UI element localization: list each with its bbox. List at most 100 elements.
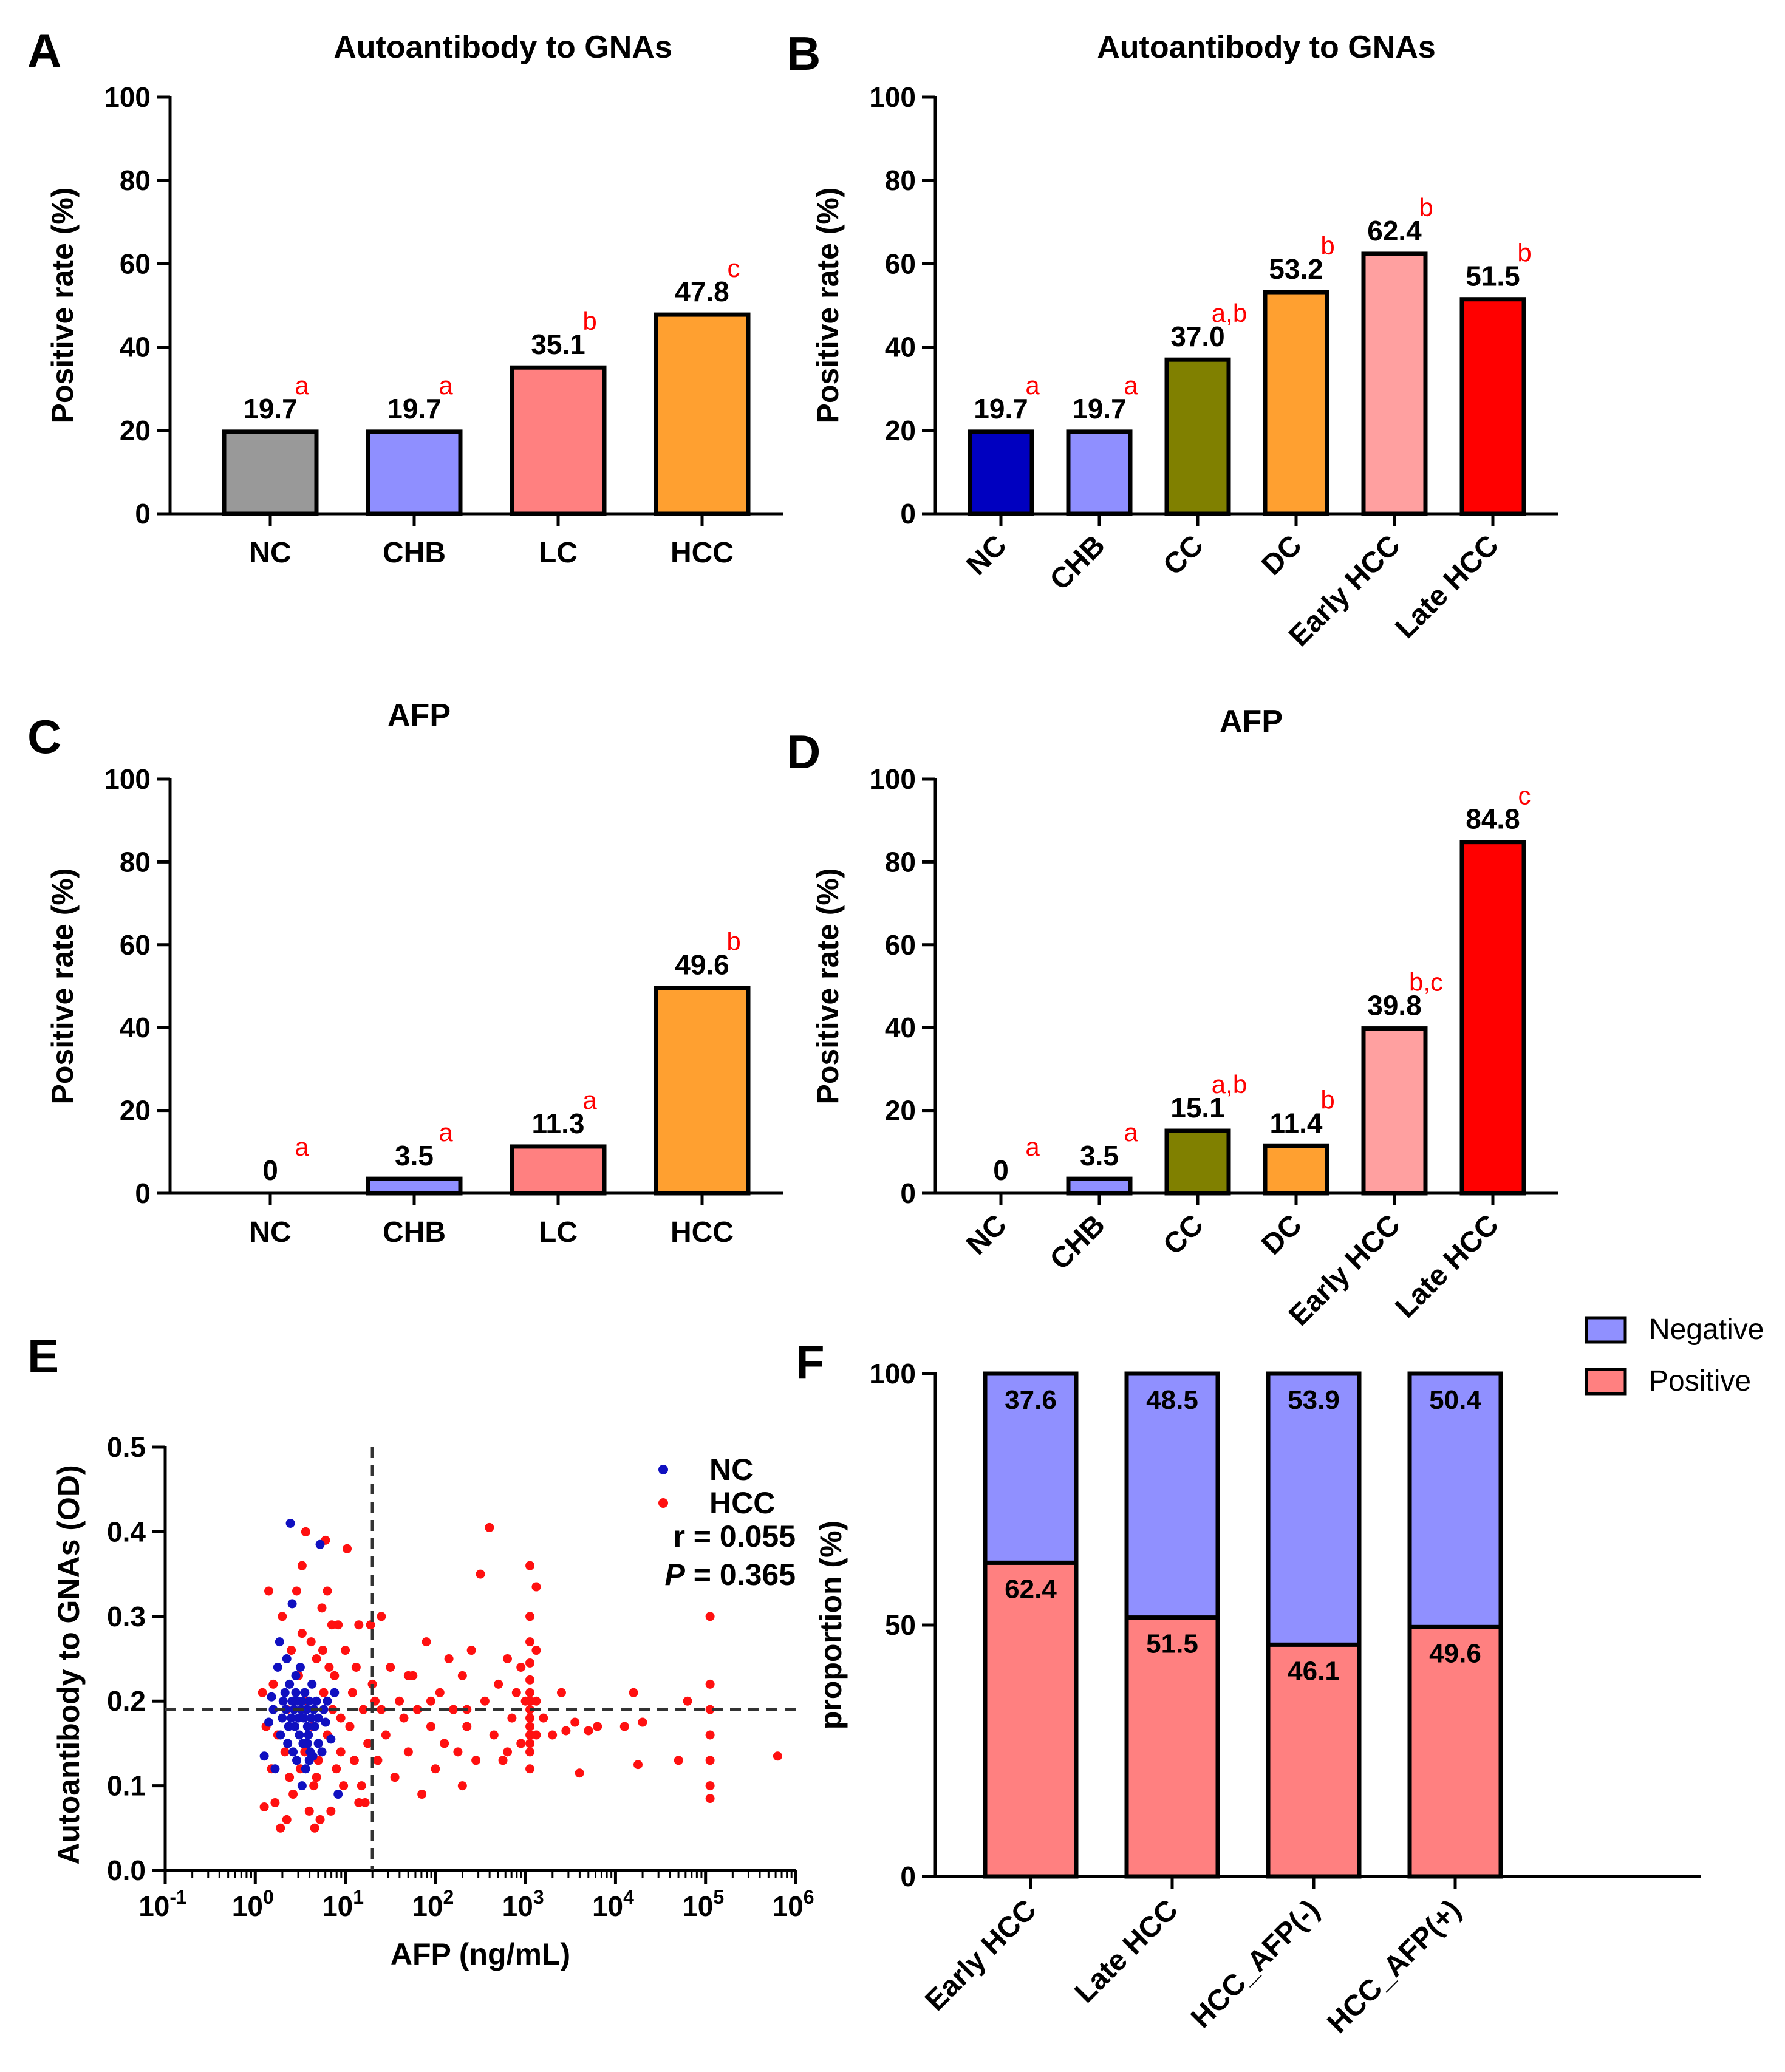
bar-positive xyxy=(983,1560,1079,1879)
category-label: Late HCC xyxy=(1390,1208,1505,1324)
legend-label: HCC xyxy=(709,1486,775,1520)
value-label: 84.8 xyxy=(1466,803,1520,835)
point-hcc xyxy=(297,1561,307,1570)
y-tick-label: 60 xyxy=(120,248,151,279)
y-tick-label: 80 xyxy=(885,846,916,878)
point-hcc xyxy=(330,1671,340,1680)
value-label: 37.0 xyxy=(1170,321,1225,352)
point-hcc xyxy=(584,1726,593,1736)
panel-letter: F xyxy=(796,1335,825,1389)
bar-late-hcc xyxy=(1459,297,1526,516)
point-hcc xyxy=(449,1705,459,1714)
significance-letter: a,b xyxy=(1212,299,1247,327)
point-hcc xyxy=(525,1730,535,1740)
point-hcc xyxy=(511,1688,521,1697)
point-hcc xyxy=(705,1794,715,1804)
value-label: 0 xyxy=(993,1154,1009,1186)
point-hcc xyxy=(531,1696,541,1706)
panel-letter: B xyxy=(787,27,821,80)
category-label: NC xyxy=(249,1216,291,1249)
point-hcc xyxy=(324,1662,334,1672)
x-tick-label: 106 xyxy=(773,1886,814,1922)
point-hcc xyxy=(287,1646,296,1655)
point-nc xyxy=(264,1717,274,1727)
significance-letter: b xyxy=(1517,239,1531,267)
category-label: CHB xyxy=(1044,529,1111,596)
point-hcc xyxy=(319,1688,329,1697)
legend-swatch-positive xyxy=(1585,1368,1627,1396)
point-hcc xyxy=(548,1730,558,1740)
point-nc xyxy=(302,1722,312,1731)
category-label: HCC xyxy=(671,1216,734,1249)
point-hcc xyxy=(633,1760,643,1770)
point-hcc xyxy=(312,1654,321,1663)
point-nc xyxy=(292,1756,301,1765)
point-hcc xyxy=(373,1756,383,1765)
point-hcc xyxy=(363,1739,373,1748)
point-nc xyxy=(267,1692,276,1702)
point-nc xyxy=(333,1790,343,1799)
point-hcc xyxy=(403,1747,413,1757)
point-hcc xyxy=(525,1722,535,1731)
significance-letter: c xyxy=(1518,782,1531,810)
point-hcc xyxy=(539,1713,548,1723)
point-hcc xyxy=(412,1705,422,1714)
y-tick-label: 40 xyxy=(885,1012,916,1043)
point-hcc xyxy=(435,1688,445,1697)
value-label: 19.7 xyxy=(387,393,442,424)
y-tick-label: 80 xyxy=(120,846,151,878)
point-hcc xyxy=(259,1802,269,1811)
series-hcc xyxy=(258,1522,782,1833)
legend-marker-nc xyxy=(658,1465,668,1474)
value-label: 35.1 xyxy=(531,329,585,360)
point-hcc xyxy=(264,1586,274,1596)
point-hcc xyxy=(301,1527,310,1536)
bar-nc xyxy=(968,429,1034,516)
panel-e: E 0.0 0.1 0.2 0.3 0.4 0.5 10-1 100 101 102 103 104 10… xyxy=(27,1329,814,1971)
point-nc xyxy=(280,1688,290,1697)
point-hcc xyxy=(360,1798,370,1807)
y-axis-label: Autoantibody to GNAs (OD) xyxy=(52,1465,86,1864)
point-hcc xyxy=(457,1781,467,1791)
value-label: 11.4 xyxy=(1270,1107,1323,1139)
bar-chb xyxy=(366,1176,463,1196)
point-nc xyxy=(282,1654,292,1663)
point-nc xyxy=(268,1705,278,1714)
significance-letter: b,c xyxy=(1409,968,1443,997)
category-label: Early HCC xyxy=(919,1893,1042,2017)
point-hcc xyxy=(292,1586,301,1596)
point-hcc xyxy=(347,1688,357,1697)
point-hcc xyxy=(525,1696,535,1706)
x-tick-label: 10-1 xyxy=(138,1886,187,1922)
positive-value-label: 51.5 xyxy=(1146,1629,1198,1659)
point-hcc xyxy=(525,1764,535,1774)
point-hcc xyxy=(705,1730,715,1740)
point-hcc xyxy=(377,1612,386,1621)
point-hcc xyxy=(619,1722,629,1731)
point-hcc xyxy=(480,1696,490,1706)
panel-b: B Autoantibody to GNAs 0 20 40 60 80 100 Positiv… xyxy=(787,27,1558,653)
point-nc xyxy=(313,1739,323,1748)
y-tick-label: 60 xyxy=(120,929,151,961)
value-label: 19.7 xyxy=(243,393,298,424)
category-label: HCC xyxy=(671,537,734,569)
y-tick-label: 40 xyxy=(120,332,151,363)
point-hcc xyxy=(403,1671,413,1680)
point-hcc xyxy=(440,1739,449,1748)
point-nc xyxy=(295,1730,304,1740)
point-hcc xyxy=(381,1730,391,1740)
point-hcc xyxy=(304,1806,314,1816)
value-label: 47.8 xyxy=(675,276,729,307)
significance-letter: a,b xyxy=(1212,1070,1247,1099)
y-axis-label: Positive rate (%) xyxy=(811,868,845,1104)
bar-early-hcc xyxy=(1361,251,1428,516)
y-tick-label: 0 xyxy=(135,1177,151,1209)
point-nc xyxy=(326,1734,336,1744)
bar-lc xyxy=(510,1144,607,1196)
point-hcc xyxy=(426,1696,435,1706)
chart-title: Autoantibody to GNAs xyxy=(333,30,672,65)
point-hcc xyxy=(502,1747,512,1757)
point-hcc xyxy=(354,1798,364,1807)
point-nc xyxy=(312,1696,321,1706)
